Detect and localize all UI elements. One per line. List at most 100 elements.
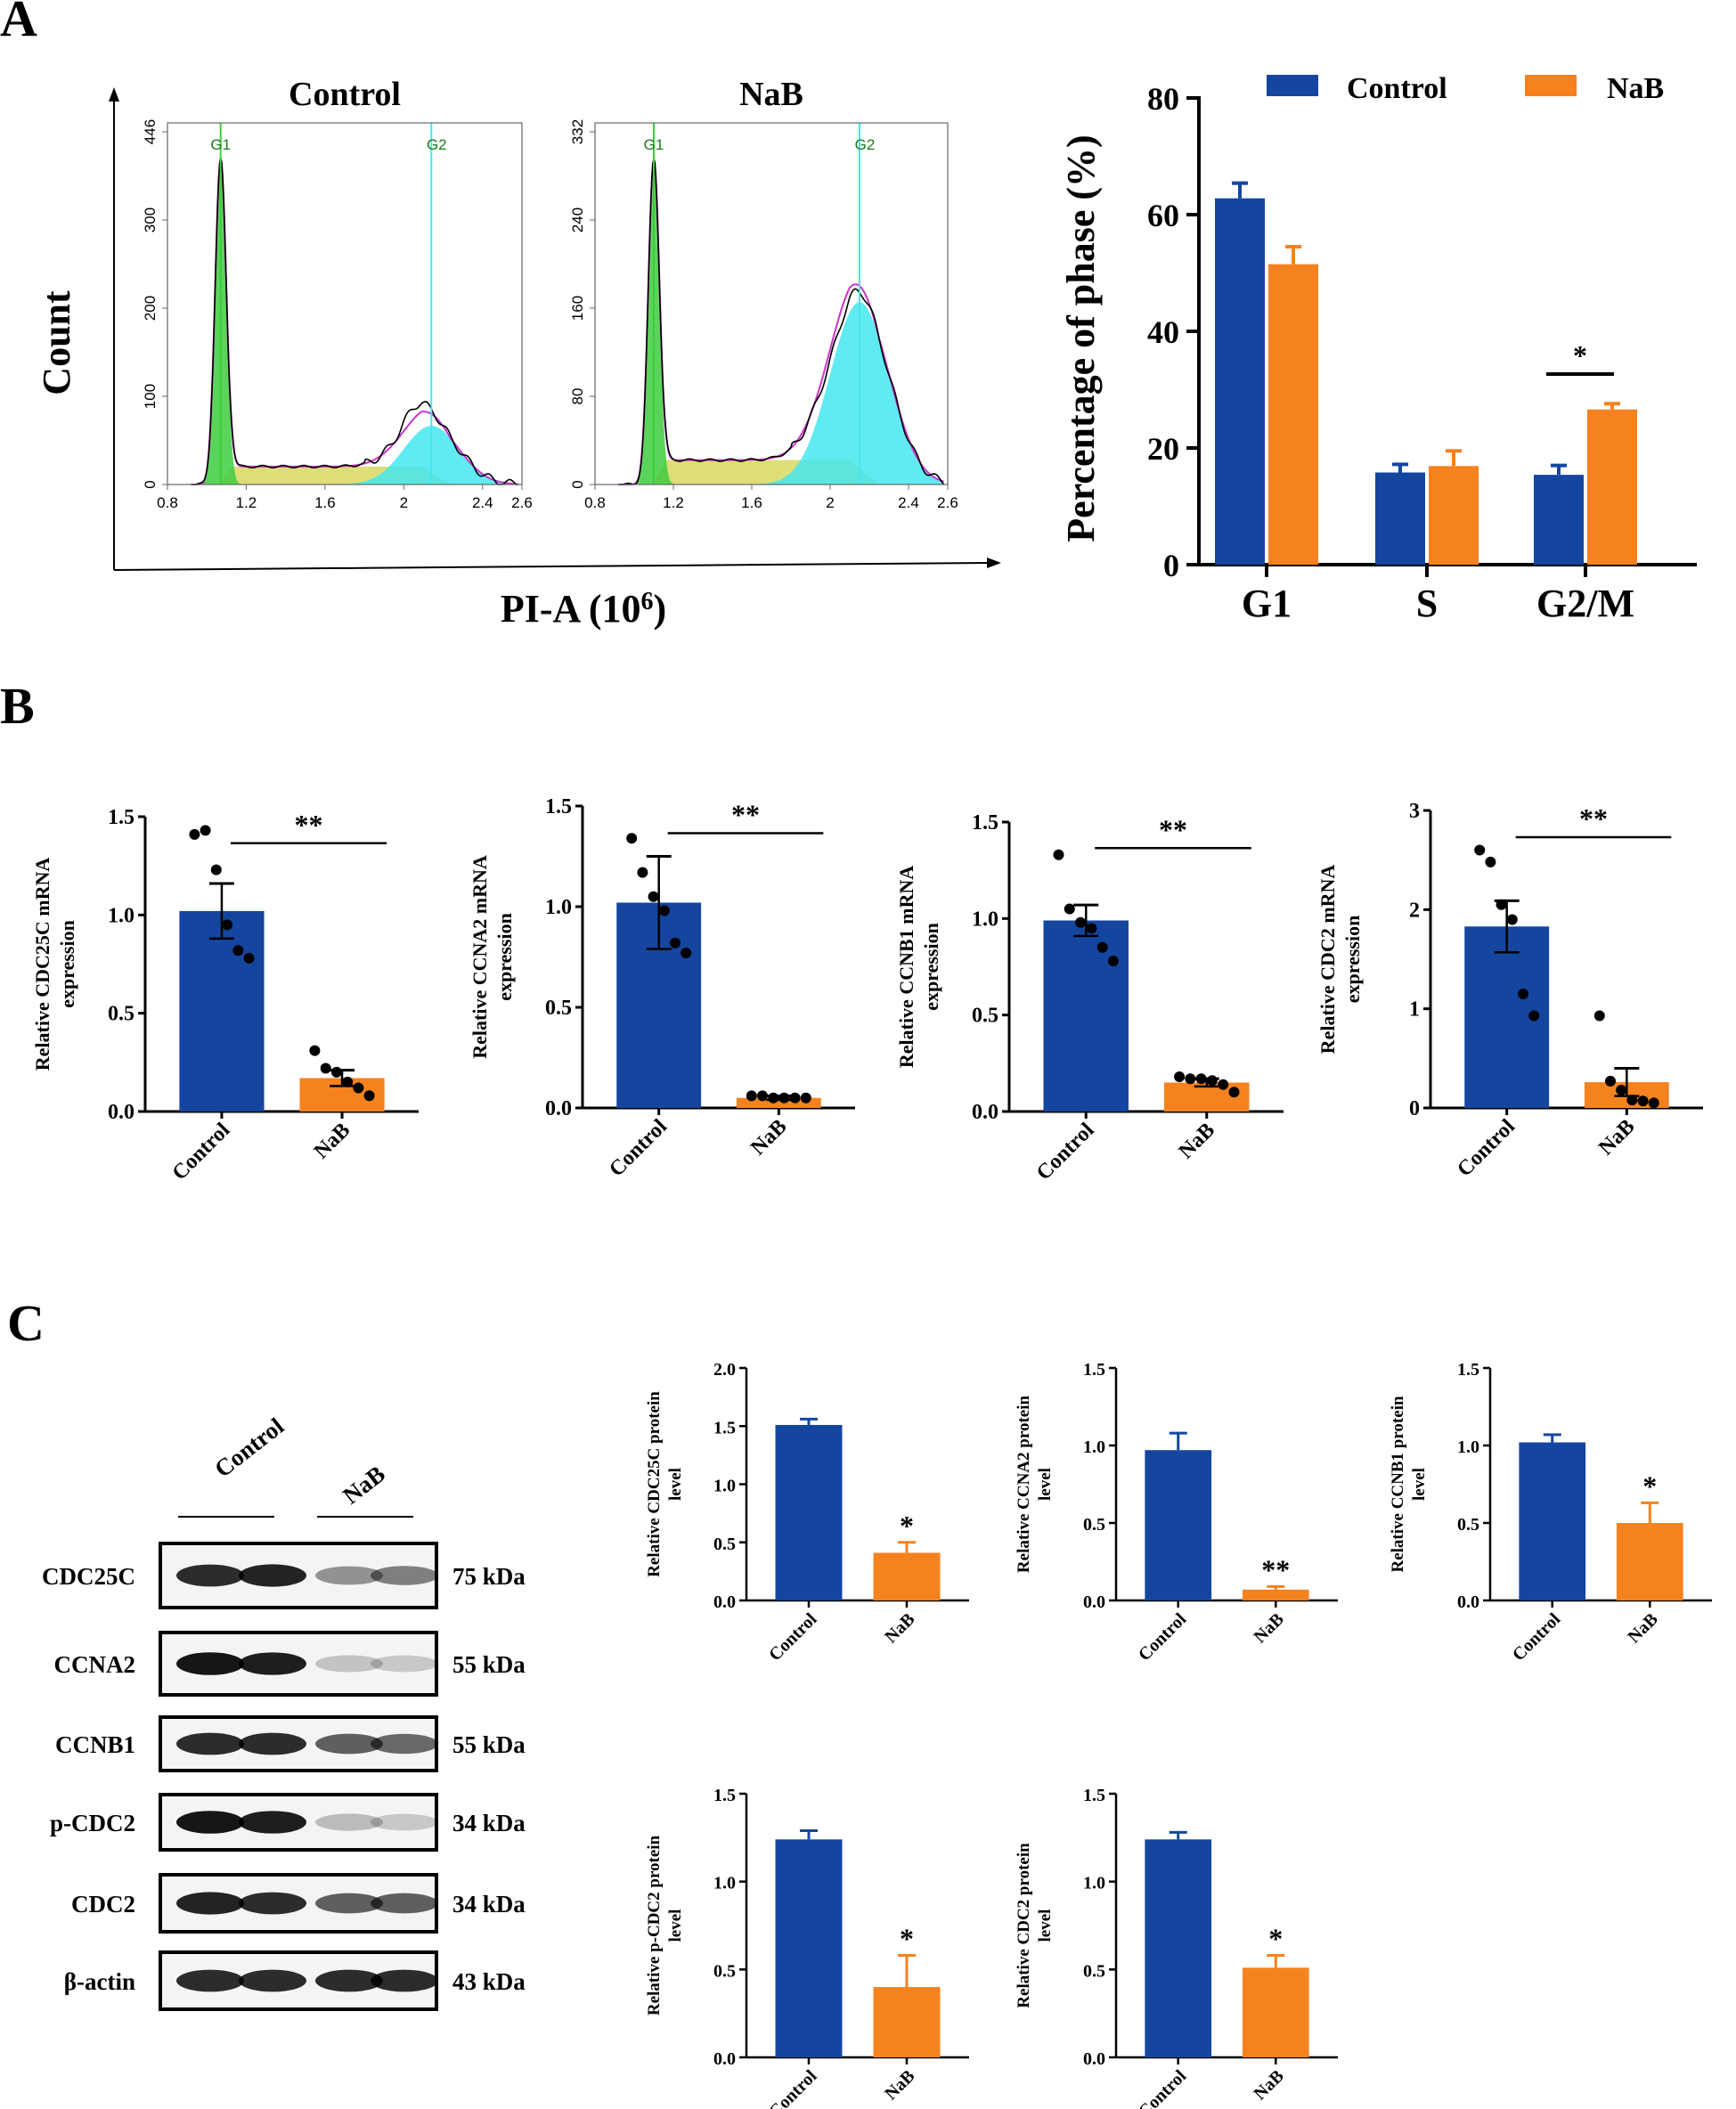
x-tick-label-nab: NaB xyxy=(310,1119,355,1163)
y-tick-label: 1.5 xyxy=(972,811,998,835)
x-tick-label: 2.4 xyxy=(472,494,493,511)
data-point-nab xyxy=(363,1090,375,1102)
panel-label-a: A xyxy=(0,0,37,47)
data-line-control xyxy=(191,158,518,485)
blot-row-cdc2: CDC2 34 kDa xyxy=(71,1873,526,1934)
data-point-control xyxy=(658,905,670,916)
cdc2-mrna-chart: 0 1 2 3 Relative CDC2 mRNA expression Control N… xyxy=(1316,800,1703,1182)
y-tick-label: 1.5 xyxy=(1457,1360,1479,1380)
fit-g2-peak-control xyxy=(191,426,518,484)
data-point-control xyxy=(637,867,648,878)
ccna2-mrna-chart: 0.0 0.5 1.0 1.5 Relative CCNA2 mRNA expressio… xyxy=(469,795,855,1182)
significance-stars: ** xyxy=(1261,1553,1290,1585)
y-tick-label: 2.0 xyxy=(713,1360,736,1380)
blot-size-label: 75 kDa xyxy=(452,1563,526,1590)
blot-band-lane-1 xyxy=(176,1564,244,1587)
histogram-frame xyxy=(167,122,523,485)
blot-band-lane-3 xyxy=(315,1566,383,1585)
bar-nab xyxy=(1242,1589,1309,1600)
y-axis-label-line2: level xyxy=(1036,1468,1055,1501)
y-tick-label: 1.0 xyxy=(1083,1874,1105,1893)
y-tick-label: 0.0 xyxy=(713,1592,736,1612)
y-tick-label: 0.0 xyxy=(1457,1592,1479,1612)
data-point-control xyxy=(222,919,233,931)
x-tick-label-control: Control xyxy=(1453,1115,1520,1182)
gate-label-g1: G1 xyxy=(644,136,664,153)
cdc2-protein-chart: 0.0 0.5 1.0 1.5 Relative CDC2 protein level Co… xyxy=(1015,1786,1338,2109)
blot-band-lane-1 xyxy=(176,1652,244,1675)
bar-nab xyxy=(1242,1967,1309,2057)
y-axis-label-line2: level xyxy=(1036,1910,1055,1942)
y-tick-label: 0 xyxy=(142,480,159,488)
y-axis-label-line1: Relative CDC2 mRNA xyxy=(1316,865,1339,1054)
y-axis-label-line2: expression xyxy=(1341,916,1364,1004)
blot-band-lane-3 xyxy=(315,1969,383,1992)
data-point-control xyxy=(1096,941,1108,953)
x-tick-label: 2.6 xyxy=(937,494,958,511)
y-axis-label-line2: level xyxy=(666,1910,685,1942)
blot-row-ccnb1: CCNB1 55 kDa xyxy=(55,1715,526,1772)
histogram-title: NaB xyxy=(739,76,803,113)
y-tick-label: 20 xyxy=(1147,431,1179,467)
data-point-nab xyxy=(1616,1085,1627,1095)
data-point-control xyxy=(1086,923,1097,934)
bar-control xyxy=(1043,920,1129,1112)
significance-stars: ** xyxy=(1159,813,1187,845)
y-axis-label-line2: expression xyxy=(56,920,78,1008)
y-tick-label: 0.5 xyxy=(972,1005,998,1028)
x-tick-label-nab: NaB xyxy=(1175,1119,1219,1163)
data-point-control xyxy=(210,864,222,875)
y-tick-label: 1.5 xyxy=(713,1786,736,1805)
blot-band-lane-1 xyxy=(176,1969,244,1992)
bar-nab-g2-m xyxy=(1587,409,1637,565)
bar-nab xyxy=(873,1552,941,1600)
y-axis-label-line1: Relative CCNA2 mRNA xyxy=(469,855,491,1059)
blot-band-lane-2 xyxy=(239,1564,306,1587)
ccnb1-mrna-chart: 0.0 0.5 1.0 1.5 Relative CCNB1 mRNA expressio… xyxy=(895,811,1284,1185)
y-tick-label: 0.0 xyxy=(972,1101,998,1124)
blot-band-lane-3 xyxy=(315,1655,383,1673)
blot-band-lane-1 xyxy=(176,1892,244,1915)
blot-size-label: 43 kDa xyxy=(452,1968,526,1995)
data-point-nab xyxy=(1218,1079,1229,1090)
x-tick-label-nab: NaB xyxy=(1251,2066,1288,2104)
bar-control-g1 xyxy=(1215,198,1265,565)
blot-protein-label: CDC2 xyxy=(71,1891,135,1918)
x-tick-label: 2 xyxy=(826,494,834,511)
data-point-control xyxy=(681,948,692,958)
data-point-control xyxy=(1053,849,1064,860)
x-tick-label-control: Control xyxy=(765,1609,821,1665)
y-tick-label: 0.0 xyxy=(1083,1592,1105,1612)
data-point-control xyxy=(189,828,200,840)
legend-label-control: Control xyxy=(1347,72,1447,105)
x-tick-label: 2.4 xyxy=(898,494,919,511)
y-axis-label-line2: level xyxy=(1410,1468,1429,1501)
gate-label-g2: G2 xyxy=(427,136,447,153)
x-tick-label: 2.6 xyxy=(511,494,533,511)
y-tick-label: 1.0 xyxy=(713,1477,736,1496)
cdc25c-mrna-chart: 0.0 0.5 1.0 1.5 Relative CDC25C mRNA expressi… xyxy=(31,806,419,1185)
y-tick-label: 1.0 xyxy=(972,908,998,931)
significance-stars: * xyxy=(1642,1470,1657,1502)
blot-group-label-nab: NaB xyxy=(338,1461,390,1510)
data-point-nab xyxy=(1206,1075,1218,1087)
significance-stars: ** xyxy=(1579,802,1608,835)
data-point-nab xyxy=(1185,1073,1196,1085)
bar-control-s xyxy=(1375,472,1425,565)
gate-label-g2: G2 xyxy=(855,136,876,153)
x-tick-label-nab: NaB xyxy=(1594,1115,1639,1160)
data-point-nab xyxy=(778,1092,790,1103)
y-tick-label: 40 xyxy=(1147,314,1179,350)
significance-stars: ** xyxy=(731,799,760,831)
bar-control xyxy=(1145,1839,1212,2057)
flow-cytometry-area: Count PI-A (106) G1 G2 Control 0 100 200 300 44… xyxy=(35,76,1001,631)
y-tick-label: 0 xyxy=(569,480,586,488)
data-point-nab xyxy=(1195,1073,1207,1085)
blot-band-lane-4 xyxy=(371,1655,438,1673)
y-tick-label: 1.0 xyxy=(1457,1437,1479,1457)
x-tick-label: 0.8 xyxy=(157,494,178,511)
bar-control-g2-m xyxy=(1534,475,1584,565)
data-point-nab xyxy=(1174,1071,1186,1082)
panel-label-b: B xyxy=(0,677,35,735)
